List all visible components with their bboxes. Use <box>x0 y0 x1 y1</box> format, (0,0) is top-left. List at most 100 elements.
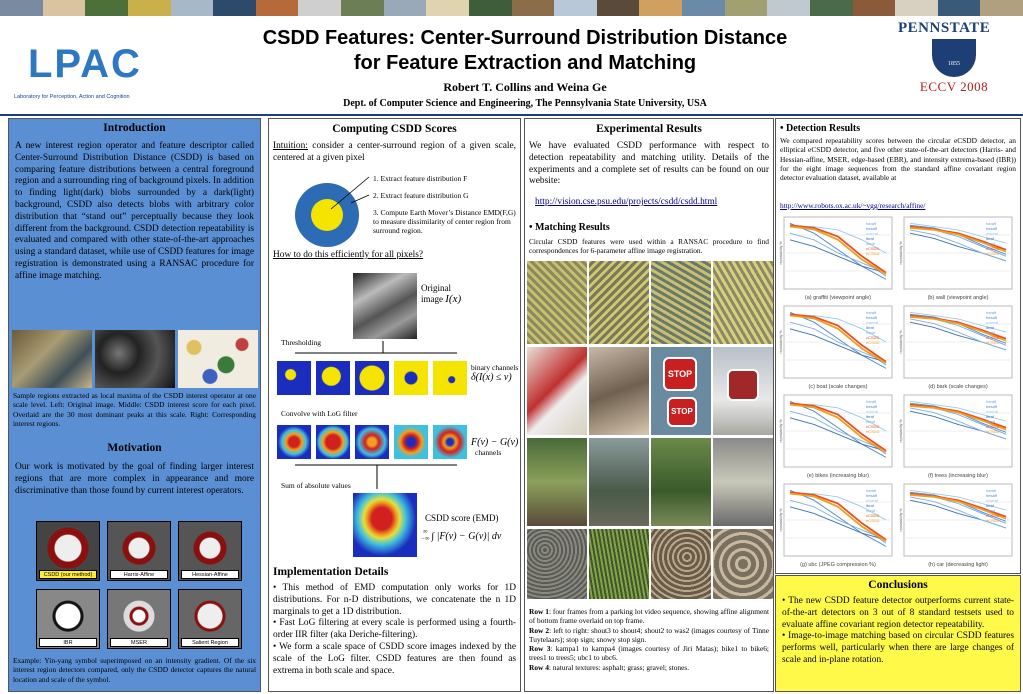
plot-legend-entry: eCSDD <box>986 429 1000 434</box>
log-channel-3 <box>355 425 389 459</box>
plot-ylabel: repeatability % <box>779 331 783 354</box>
pennstate-text: PENNSTATE <box>898 20 991 36</box>
computing-steps: 1. Extract feature distribution F 2. Ext… <box>373 174 518 235</box>
column-experimental: Experimental Results We have evaluated C… <box>524 118 774 692</box>
plot-legend-entry: hesaff <box>866 315 878 320</box>
yinyang-csdd-image: CSDD (our method) <box>36 521 100 581</box>
kampa-match <box>527 438 587 526</box>
introduction-body: A new interest region operator and featu… <box>15 141 254 281</box>
implementation-heading: Implementation Details <box>273 566 389 578</box>
image-math: I(x) <box>445 293 462 305</box>
matching-body: Circular CSDD features were used within … <box>529 237 769 256</box>
plot-legend-entry: hesaff <box>866 226 878 231</box>
plot-legend-entry: haraff <box>866 399 877 404</box>
plot-series-line <box>909 222 1007 244</box>
plot-series-line <box>789 491 887 541</box>
plot-series-line <box>909 489 1007 511</box>
fg-math: F(v) − G(v) <box>471 437 519 448</box>
stones-texture <box>713 529 773 599</box>
plot-series-line <box>789 239 887 274</box>
flow-connector <box>295 341 457 354</box>
plot-series-line <box>789 417 887 452</box>
row-2-text: : left to right: shout3 to shout4; shout… <box>529 625 769 644</box>
plot-legend-entry: hesaff <box>986 404 998 409</box>
plot-legend-entry: mseraf <box>986 320 999 325</box>
asphalt-texture <box>527 529 587 599</box>
row-4-text: : natural textures: asphalt; grass; grav… <box>548 662 690 672</box>
label-ibr: IBR <box>39 638 97 647</box>
plot-ylabel: repeatability % <box>779 509 783 532</box>
binary-word: binary channels <box>471 363 519 372</box>
repeatability-plots: (a) graffiti (viewpoint angle) repeatabil… <box>779 216 1013 568</box>
csdd-score-image <box>353 493 417 557</box>
plot-legend-entry: mseraf <box>986 231 999 236</box>
channels-word: channels <box>475 448 502 457</box>
introduction-caption: Sample regions extracted as local maxima… <box>13 391 256 428</box>
plot-legend-entry: eCSDD <box>866 518 880 523</box>
plot-ylabel: repeatability % <box>899 509 903 532</box>
original-image-tiger <box>353 273 417 339</box>
step-3: 3. Compute Earth Mover’s Distance EMD(F,… <box>373 208 516 235</box>
conclusions-box: Conclusions • The new CSDD feature detec… <box>775 575 1021 692</box>
sample-score-image <box>95 330 175 388</box>
stop-sign-2: STOP <box>667 397 697 427</box>
plot-legend-entry: ebraf <box>986 419 996 424</box>
row-4-label: Row 4 <box>529 662 549 672</box>
plot-caption: (e) bikes (increasing blur) <box>807 473 869 479</box>
plot-series-line <box>909 496 1007 529</box>
introduction-heading: Introduction <box>103 122 166 134</box>
plot-legend-entry: ebraf <box>986 508 996 513</box>
sample-original-image <box>12 330 92 388</box>
top-image-strip <box>0 0 1023 16</box>
plot-legend-entry: eCSDD <box>866 429 880 434</box>
log-channel-5 <box>433 425 467 459</box>
stop-sign-1: STOP <box>663 357 697 391</box>
plot-series-line <box>789 232 887 274</box>
convolve-label: Convolve with LoG filter <box>281 409 358 418</box>
plot-caption: (f) trees (increasing blur) <box>928 473 988 479</box>
grass-texture <box>589 529 649 599</box>
was-match <box>589 347 649 435</box>
affine-dataset-link[interactable]: http://www.robots.ox.ac.uk/~vgg/research… <box>780 201 926 210</box>
row-1-text: : four frames from a parking lot video s… <box>529 607 769 626</box>
plot-legend-entry: hesaff <box>866 493 878 498</box>
integral-math: ∫ |F(v) − G(v)| dv <box>431 530 502 542</box>
column-computing: Computing CSDD Scores Intuition: conside… <box>268 118 521 692</box>
plot-series-line <box>909 494 1007 520</box>
original-image-label: Original image I(x) <box>421 283 461 305</box>
integral-limits: ∞ −∞ <box>421 529 429 543</box>
experimental-heading: Experimental Results <box>596 123 702 135</box>
detection-heading: • Detection Results <box>780 123 861 134</box>
binary-channel-4 <box>394 361 428 395</box>
lpac-subtitle: Laboratory for Perception, Action and Co… <box>14 94 130 100</box>
parking-frame-3 <box>651 261 711 344</box>
image-word: image <box>421 294 443 304</box>
binary-channels-label: binary channels δ(I(x) ≤ v) <box>471 363 518 383</box>
stop-sign-match: STOP STOP <box>651 347 711 435</box>
plot-legend-entry: haraff <box>986 488 997 493</box>
plot-series-line <box>909 229 1007 262</box>
title-line-2: for Feature Extraction and Matching <box>353 52 697 74</box>
plot-ylabel: repeatability % <box>899 420 903 443</box>
plot-series-line <box>789 400 887 458</box>
intuition-body: consider a center-surround region of a g… <box>273 141 516 163</box>
binary-channel-3 <box>355 361 389 395</box>
plot-series-line <box>909 400 1007 422</box>
label-hessian: Hessian-Affine <box>181 570 239 579</box>
pennstate-year: 1855 <box>948 61 960 67</box>
plot-ylabel: repeatability % <box>779 420 783 443</box>
plot-legend-entry: haraff <box>986 399 997 404</box>
column-introduction: Introduction A new interest region opera… <box>8 118 261 692</box>
binary-channel-1 <box>277 361 311 395</box>
plot-ylabel: repeatability % <box>899 331 903 354</box>
pennstate-logo: PENNSTATE 1855 ECCV 2008 <box>898 20 1010 95</box>
project-website-link[interactable]: http://vision.cse.psu.edu/projects/csdd/… <box>535 197 718 207</box>
flow-connector-2 <box>295 464 457 489</box>
plot-series-line <box>789 492 887 542</box>
plot-legend-entry: cCSDD <box>986 335 999 340</box>
poster-title: CSDD Features: Center-Surround Distribut… <box>200 26 850 76</box>
motivation-caption: Example: Yin-yang symbol superimposed on… <box>13 656 256 684</box>
plot-legend-entry: eCSDD <box>986 251 1000 256</box>
plot-series-line <box>789 311 887 369</box>
plot-series-line <box>789 313 887 363</box>
